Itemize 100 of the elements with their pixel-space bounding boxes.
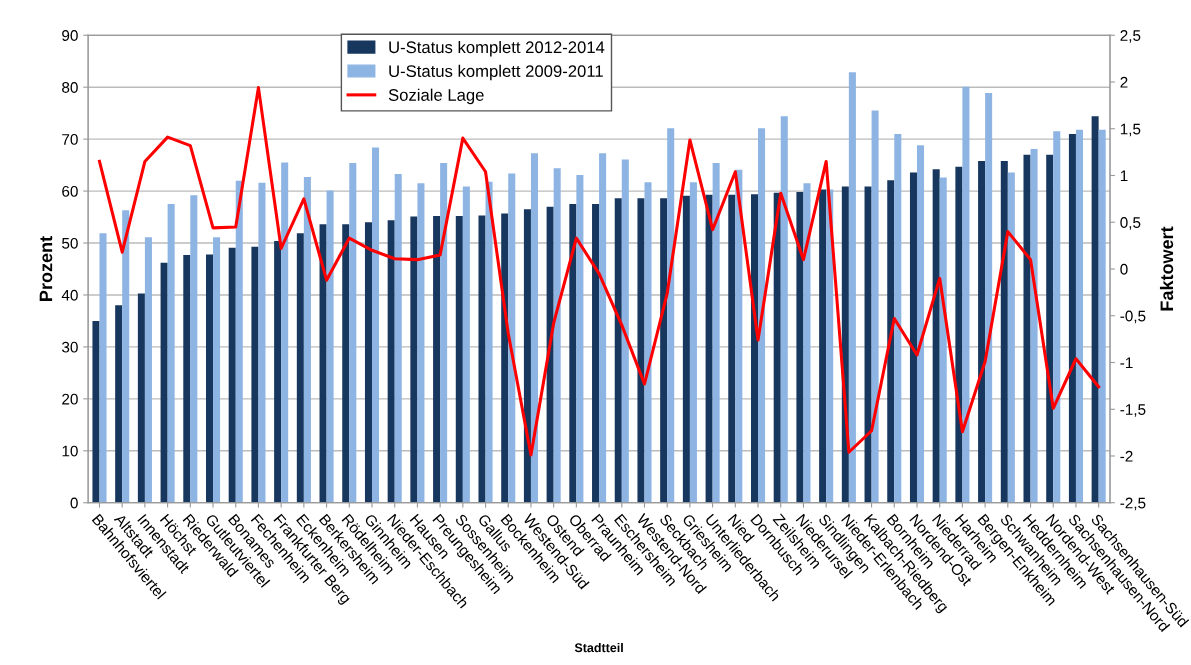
bar	[235, 180, 243, 503]
bar	[848, 72, 856, 503]
bar	[455, 216, 463, 503]
bar	[530, 153, 538, 503]
bar	[871, 110, 879, 503]
y2-tick-label: -2	[1120, 450, 1133, 462]
bar	[758, 128, 766, 503]
y-tick-label: 10	[62, 445, 78, 457]
bar	[523, 209, 531, 503]
bar	[712, 163, 720, 503]
bar	[137, 293, 145, 503]
bar	[773, 192, 781, 503]
bar	[462, 186, 470, 503]
bar	[819, 189, 827, 503]
y2-tick-label: 1,5	[1120, 123, 1141, 137]
bar	[1046, 154, 1054, 503]
bar	[1068, 133, 1076, 503]
bar	[1091, 116, 1099, 503]
bar	[546, 206, 554, 503]
bar	[962, 86, 970, 503]
bar	[183, 254, 191, 503]
bar	[978, 160, 986, 503]
bar	[213, 237, 221, 503]
bar	[319, 224, 327, 503]
bar	[296, 233, 304, 503]
y-tick-label: 50	[62, 237, 78, 249]
bar	[1075, 129, 1083, 503]
bar	[796, 192, 804, 503]
y2-tick-label: 1	[1120, 170, 1128, 182]
bar	[644, 182, 652, 503]
bar	[592, 204, 600, 503]
y2-tick-label: -1,5	[1120, 404, 1146, 417]
y2-tick-label: -1	[1120, 357, 1133, 369]
bar	[887, 180, 895, 503]
y-tick-label: 80	[62, 82, 78, 93]
y2-tick-label: 0,5	[1120, 217, 1141, 230]
bar	[660, 198, 668, 503]
bar	[349, 163, 357, 503]
x-axis-title: Stadtteil	[574, 642, 623, 653]
bar	[637, 198, 645, 503]
bar	[167, 204, 175, 503]
bar	[205, 254, 214, 503]
y-tick-label: 40	[61, 289, 78, 301]
y2-tick-label: -2,5	[1120, 497, 1146, 511]
y-tick-label: 20	[62, 393, 78, 405]
legend-label: U-Status komplett 2012-2014	[389, 40, 605, 57]
bar	[303, 177, 311, 503]
bar	[501, 213, 509, 503]
bar	[985, 92, 993, 503]
bar	[478, 215, 486, 503]
bar	[115, 305, 123, 503]
bar	[92, 320, 100, 503]
y-tick-label: 30	[62, 341, 78, 353]
bar	[228, 247, 236, 503]
bar	[122, 210, 130, 503]
bar	[342, 224, 350, 503]
y2-tick-label: 2,5	[1120, 30, 1141, 43]
y2-tick-label: -0,5	[1120, 310, 1146, 324]
line-series	[97, 86, 1101, 457]
bar	[939, 177, 947, 503]
bar	[916, 145, 925, 503]
bar	[251, 246, 259, 503]
bar	[614, 198, 622, 503]
bar	[826, 189, 834, 503]
y2-tick-label: 2	[1120, 76, 1128, 88]
bar	[1007, 172, 1015, 503]
bar	[410, 216, 418, 503]
y-tick-label: 70	[62, 134, 78, 145]
bar	[1000, 160, 1008, 503]
bar	[160, 262, 168, 503]
bar	[1023, 154, 1031, 503]
y-tick-label: 0	[70, 497, 78, 509]
bar	[433, 216, 441, 503]
bar	[326, 190, 334, 503]
bar	[281, 162, 289, 503]
bar	[364, 222, 372, 503]
bar	[780, 116, 788, 503]
legend-label: Soziale Lage	[388, 88, 484, 105]
bar	[735, 169, 743, 503]
bar	[705, 194, 713, 503]
bar	[394, 173, 402, 503]
bar	[576, 174, 584, 503]
bar	[1030, 149, 1038, 503]
bar	[190, 195, 198, 503]
bar	[508, 173, 516, 503]
bar	[621, 159, 629, 503]
bar	[553, 168, 561, 503]
bar	[387, 220, 395, 503]
y2-axis-title: Faktowert	[1159, 226, 1174, 311]
bar	[728, 194, 736, 503]
bar	[864, 186, 872, 503]
bar	[371, 147, 380, 503]
bar	[99, 233, 107, 503]
y2-tick-label: 0	[1120, 263, 1128, 275]
bar	[667, 128, 675, 503]
bar	[682, 195, 690, 503]
bar	[274, 240, 282, 503]
bar	[485, 181, 493, 503]
bar	[955, 166, 963, 503]
bar	[258, 182, 266, 503]
